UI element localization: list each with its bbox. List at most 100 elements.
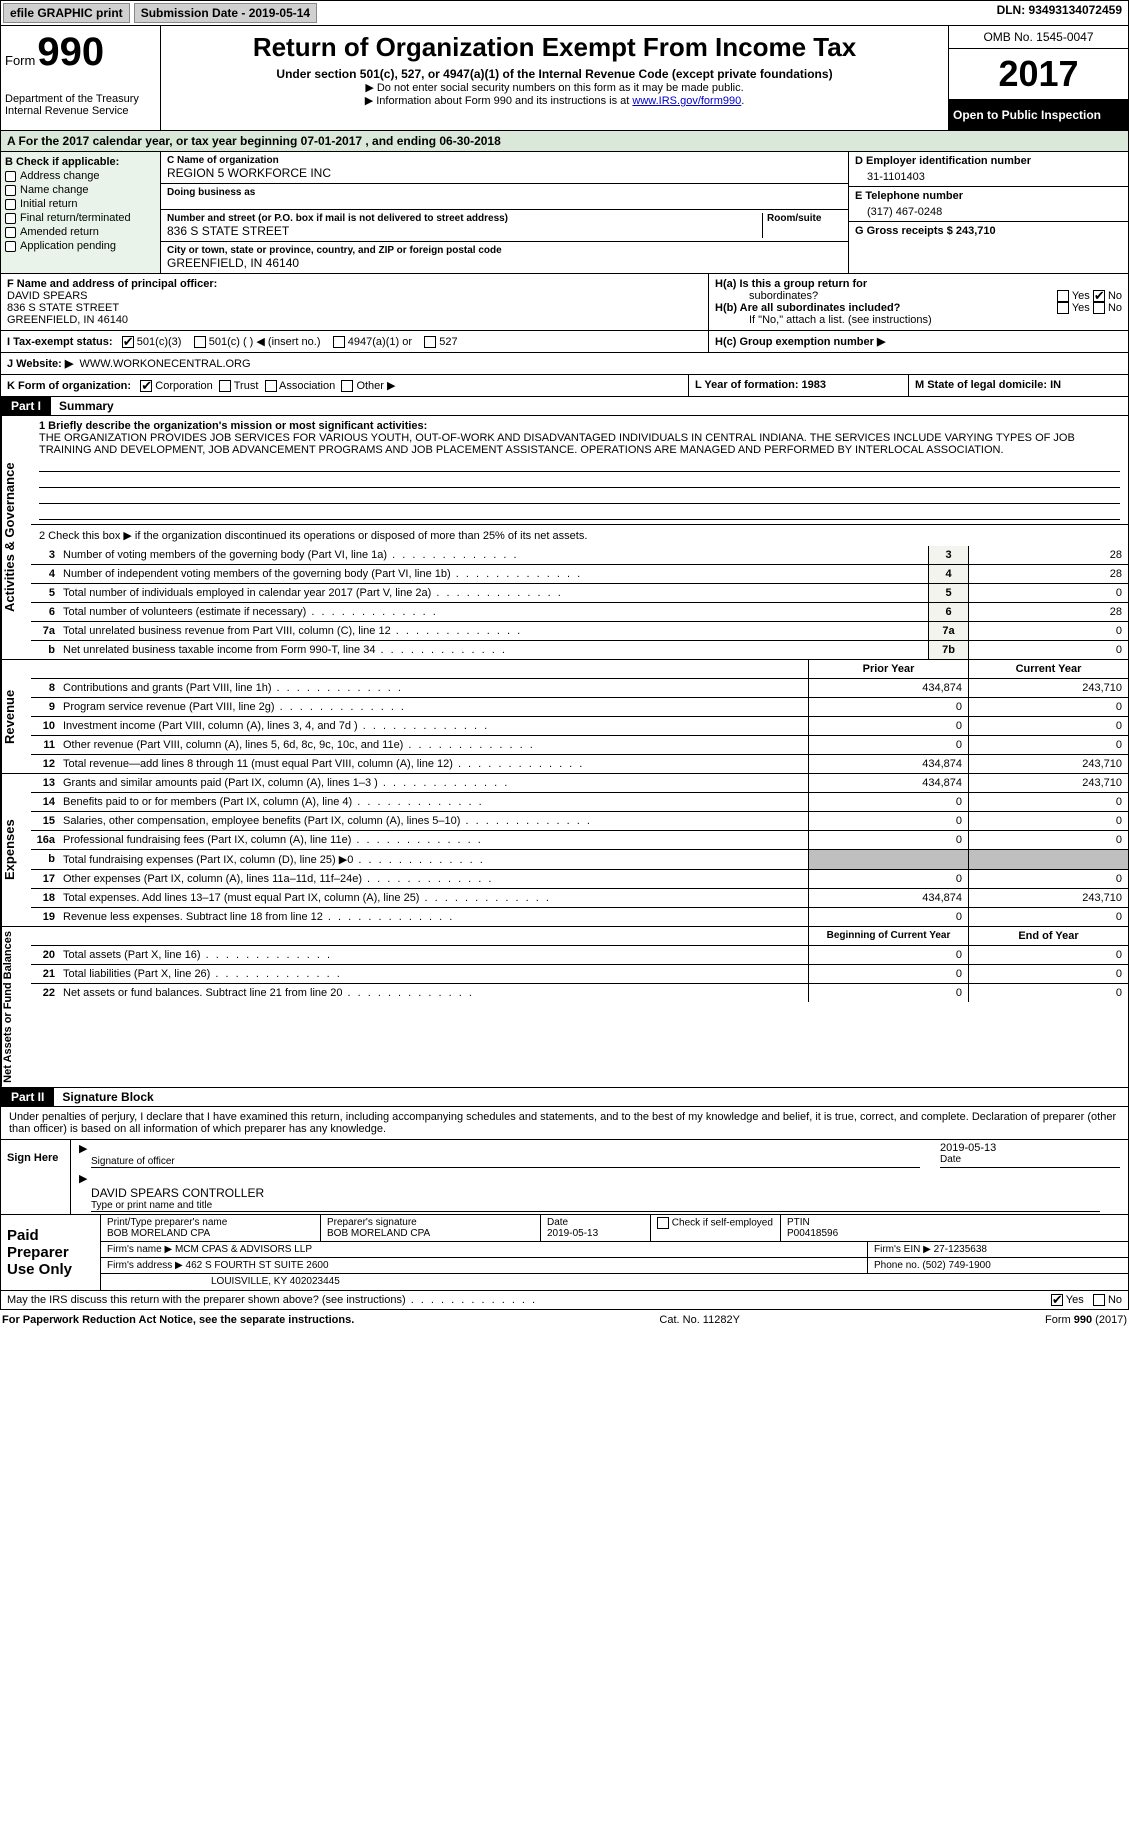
top-bar: efile GRAPHIC print Submission Date - 20… [0, 0, 1129, 26]
501c3-checkbox[interactable] [122, 336, 134, 348]
summary-row: 20Total assets (Part X, line 16)00 [31, 946, 1128, 965]
ptin-value: P00418596 [787, 1228, 1122, 1239]
column-de: D Employer identification number 31-1101… [848, 152, 1128, 273]
submission-date-button[interactable]: Submission Date - 2019-05-14 [134, 3, 317, 23]
checkbox[interactable] [5, 185, 16, 196]
form-title: Return of Organization Exempt From Incom… [171, 32, 938, 63]
expenses-section: Expenses 13Grants and similar amounts pa… [0, 774, 1129, 927]
ha-yes-checkbox[interactable] [1057, 290, 1069, 302]
cat-number: Cat. No. 11282Y [659, 1314, 740, 1326]
tax-year: 2017 [949, 49, 1128, 100]
phone-label: E Telephone number [855, 190, 1122, 202]
current-year-header: Current Year [968, 660, 1128, 678]
self-employed-checkbox[interactable] [657, 1217, 669, 1229]
checkbox[interactable] [5, 227, 16, 238]
summary-row: 17Other expenses (Part IX, column (A), l… [31, 870, 1128, 889]
other-checkbox[interactable] [341, 380, 353, 392]
city-label: City or town, state or province, country… [167, 245, 842, 256]
principal-officer: F Name and address of principal officer:… [1, 274, 708, 330]
efile-print-button[interactable]: efile GRAPHIC print [3, 3, 130, 23]
page-footer: For Paperwork Reduction Act Notice, see … [0, 1310, 1129, 1330]
dba-label: Doing business as [167, 187, 842, 198]
dept-label: Department of the Treasury [5, 93, 156, 105]
note-ssn: ▶ Do not enter social security numbers o… [171, 81, 938, 94]
mission-block: 1 Briefly describe the organization's mi… [31, 416, 1128, 524]
preparer-date: 2019-05-13 [547, 1228, 644, 1239]
irs-label: Internal Revenue Service [5, 105, 156, 117]
form-word: Form [5, 53, 35, 68]
ein-value: 31-1101403 [855, 167, 1122, 183]
dln-label: DLN: 93493134072459 [991, 1, 1128, 25]
summary-row: 14Benefits paid to or for members (Part … [31, 793, 1128, 812]
phone-value: (317) 467-0248 [855, 202, 1122, 218]
summary-row: bTotal fundraising expenses (Part IX, co… [31, 850, 1128, 870]
hb-yes-checkbox[interactable] [1057, 302, 1069, 314]
governance-tab: Activities & Governance [1, 416, 31, 659]
part2-header: Part II Signature Block [0, 1088, 1129, 1107]
governance-section: Activities & Governance 1 Briefly descri… [0, 416, 1129, 660]
4947-checkbox[interactable] [333, 336, 345, 348]
paperwork-notice: For Paperwork Reduction Act Notice, see … [2, 1314, 354, 1326]
checkbox-line: Amended return [5, 226, 156, 238]
revenue-tab: Revenue [1, 660, 31, 773]
org-name-label: C Name of organization [167, 155, 842, 166]
firm-address2: LOUISVILLE, KY 402023445 [101, 1274, 1128, 1289]
prior-year-header: Prior Year [808, 660, 968, 678]
officer-name-line: DAVID SPEARS CONTROLLER Type or print na… [91, 1172, 1100, 1212]
addr-label: Number and street (or P.O. box if mail i… [167, 213, 762, 224]
form-subtitle: Under section 501(c), 527, or 4947(a)(1)… [171, 67, 938, 81]
summary-row: 22Net assets or fund balances. Subtract … [31, 984, 1128, 1002]
paid-preparer-label: Paid Preparer Use Only [1, 1215, 101, 1290]
expenses-tab: Expenses [1, 774, 31, 926]
part2-body: Under penalties of perjury, I declare th… [0, 1107, 1129, 1291]
summary-row: 6Total number of volunteers (estimate if… [31, 603, 1128, 622]
checkbox[interactable] [5, 171, 16, 182]
row-klm: K Form of organization: Corporation Trus… [0, 375, 1129, 397]
checkbox[interactable] [5, 241, 16, 252]
checkbox[interactable] [5, 199, 16, 210]
checkbox-line: Final return/terminated [5, 212, 156, 224]
form-header: Form 990 Department of the Treasury Inte… [0, 26, 1129, 131]
527-checkbox[interactable] [424, 336, 436, 348]
checkbox-label: Application pending [20, 240, 116, 252]
header-left: Form 990 Department of the Treasury Inte… [1, 26, 161, 130]
summary-row: 12Total revenue—add lines 8 through 11 (… [31, 755, 1128, 773]
block-bcde: B Check if applicable: Address changeNam… [0, 152, 1129, 274]
checkbox-label: Amended return [20, 226, 99, 238]
sign-date: 2019-05-13 Date [940, 1142, 1120, 1168]
discuss-row: May the IRS discuss this return with the… [0, 1291, 1129, 1310]
part2-title: Signature Block [54, 1088, 161, 1106]
open-inspection: Open to Public Inspection [949, 100, 1128, 130]
ein-label: D Employer identification number [855, 155, 1122, 167]
part1-header: Part I Summary [0, 397, 1129, 416]
org-city: GREENFIELD, IN 46140 [167, 256, 842, 270]
paid-preparer-block: Paid Preparer Use Only Print/Type prepar… [1, 1215, 1128, 1290]
trust-checkbox[interactable] [219, 380, 231, 392]
summary-row: 3Number of voting members of the governi… [31, 546, 1128, 565]
corp-checkbox[interactable] [140, 380, 152, 392]
revenue-section: Revenue Prior Year Current Year 8Contrib… [0, 660, 1129, 774]
officer-signature-line[interactable]: Signature of officer [91, 1142, 920, 1168]
netassets-section: Net Assets or Fund Balances Beginning of… [0, 927, 1129, 1088]
hb-no-checkbox[interactable] [1093, 302, 1105, 314]
501c-checkbox[interactable] [194, 336, 206, 348]
firm-address: 462 S FOURTH ST SUITE 2600 [186, 1260, 329, 1271]
summary-row: 5Total number of individuals employed in… [31, 584, 1128, 603]
part1-title: Summary [51, 397, 122, 415]
preparer-signature: BOB MORELAND CPA [327, 1228, 534, 1239]
irs-link[interactable]: www.IRS.gov/form990 [632, 95, 741, 107]
discuss-no-checkbox[interactable] [1093, 1294, 1105, 1306]
summary-row: 11Other revenue (Part VIII, column (A), … [31, 736, 1128, 755]
summary-row: 18Total expenses. Add lines 13–17 (must … [31, 889, 1128, 908]
end-year-header: End of Year [968, 927, 1128, 945]
assoc-checkbox[interactable] [265, 380, 277, 392]
summary-row: bNet unrelated business taxable income f… [31, 641, 1128, 659]
discuss-yes-checkbox[interactable] [1051, 1294, 1063, 1306]
checkbox-label: Name change [20, 184, 89, 196]
row-j-website: J Website: ▶ WWW.WORKONECENTRAL.ORG [0, 353, 1129, 375]
header-center: Return of Organization Exempt From Incom… [161, 26, 948, 130]
summary-row: 4Number of independent voting members of… [31, 565, 1128, 584]
checkbox[interactable] [5, 213, 16, 224]
ha-no-checkbox[interactable] [1093, 290, 1105, 302]
org-address: 836 S STATE STREET [167, 224, 762, 238]
